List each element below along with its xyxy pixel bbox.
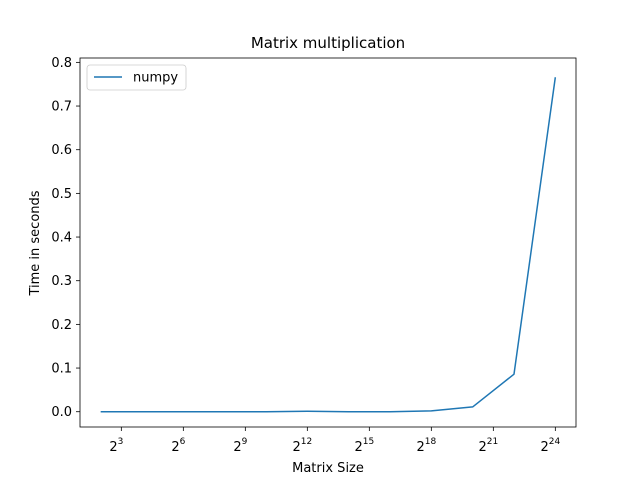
y-tick-label: 0.1 [51, 362, 72, 377]
y-axis-label: Time in seconds [28, 190, 43, 296]
axes-frame [79, 57, 577, 428]
y-tick-label: 0.3 [51, 274, 72, 289]
x-tick-label-base: 2 [478, 440, 486, 455]
x-tick-label: 23 [109, 437, 123, 455]
y-tick-label: 0.5 [51, 187, 72, 202]
x-tick-label-base: 2 [292, 440, 300, 455]
x-tick-label-base: 2 [109, 440, 117, 455]
y-tick-label: 0.7 [51, 100, 72, 115]
legend-box [86, 64, 187, 91]
x-tick-label: 26 [171, 437, 185, 455]
chart-title: Matrix multiplication [251, 34, 405, 52]
plot-area: 0.00.10.20.30.40.50.60.70.823 26 29 212 215 2… [51, 56, 577, 455]
x-tick-label: 221 [478, 437, 498, 455]
x-tick-label-base: 2 [233, 440, 241, 455]
x-tick-label-base: 2 [354, 440, 362, 455]
y-tick-label: 0.4 [51, 231, 72, 246]
x-tick-label: 212 [292, 437, 312, 455]
x-tick-label-exponent: 3 [118, 437, 124, 447]
x-tick-label-base: 2 [540, 440, 548, 455]
legend-label: numpy [133, 71, 178, 86]
x-tick-label: 29 [233, 437, 247, 455]
x-tick-label-base: 2 [416, 440, 424, 455]
x-tick-label-exponent: 12 [301, 437, 312, 447]
x-axis-label: Matrix Size [292, 461, 364, 476]
x-tick-label-exponent: 9 [242, 437, 248, 447]
x-tick-label-base: 2 [171, 440, 179, 455]
y-tick-label: 0.2 [51, 318, 72, 333]
x-tick-label: 218 [416, 437, 436, 455]
x-tick-label: 224 [540, 437, 560, 455]
series-line-numpy [100, 77, 557, 413]
x-tick-label-exponent: 21 [487, 437, 498, 447]
y-tick-label: 0.6 [51, 143, 72, 158]
y-tick-label: 0.0 [51, 405, 72, 420]
legend: numpy [86, 64, 187, 91]
x-tick-label-exponent: 24 [549, 437, 561, 447]
y-tick-label: 0.8 [51, 56, 72, 71]
x-tick-label-exponent: 6 [180, 437, 186, 447]
x-tick-label: 215 [354, 437, 374, 455]
x-tick-label-exponent: 18 [425, 437, 437, 447]
x-tick-label-exponent: 15 [363, 437, 374, 447]
